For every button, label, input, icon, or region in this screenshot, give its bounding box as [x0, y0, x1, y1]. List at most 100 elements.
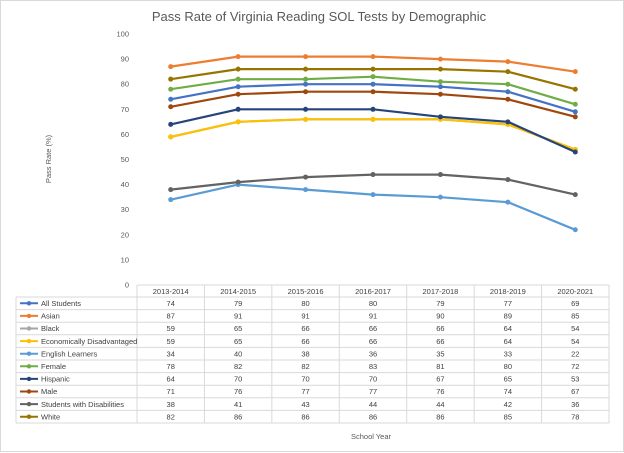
table-cell: 33 — [504, 349, 512, 358]
table-cell: 91 — [369, 312, 377, 321]
series-line-hispanic — [169, 108, 577, 154]
y-tick-label: 40 — [121, 180, 129, 189]
table-cell: 74 — [167, 299, 175, 308]
x-axis-title: School Year — [351, 432, 392, 441]
table-cell: 66 — [301, 324, 309, 333]
data-point-economically-disadvantaged — [303, 116, 309, 122]
x-tick-label: 2017-2018 — [422, 287, 458, 296]
table-cell: 70 — [301, 375, 309, 384]
x-tick-label: 2016-2017 — [355, 287, 391, 296]
data-point-english-learners — [572, 227, 578, 233]
table-cell: 78 — [167, 362, 175, 371]
legend-marker-female — [26, 364, 32, 369]
data-point-asian — [168, 64, 174, 70]
data-point-asian — [370, 54, 376, 60]
table-cell: 54 — [571, 337, 579, 346]
data-point-students-with-disabilities — [572, 192, 578, 198]
table-cell: 66 — [301, 337, 309, 346]
table-cell: 86 — [234, 412, 242, 421]
table-cell: 65 — [234, 324, 242, 333]
chart-title: Pass Rate of Virginia Reading SOL Tests … — [152, 9, 487, 24]
x-tick-label: 2020-2021 — [557, 287, 593, 296]
table-cell: 89 — [504, 312, 512, 321]
table-cell: 65 — [234, 337, 242, 346]
legend-marker-english-learners — [26, 351, 32, 356]
table-cell: 72 — [571, 362, 579, 371]
data-point-white — [437, 66, 443, 72]
table-cell: 66 — [436, 324, 444, 333]
data-point-hispanic — [168, 121, 174, 127]
data-point-hispanic — [505, 119, 511, 125]
table-cell: 43 — [301, 400, 309, 409]
legend-label-english-learners: English Learners — [41, 349, 98, 358]
x-tick-label: 2015-2016 — [288, 287, 324, 296]
series-line-male — [169, 90, 577, 118]
legend-marker-black — [26, 326, 32, 331]
data-point-asian — [235, 54, 241, 60]
table-cell: 70 — [234, 375, 242, 384]
data-point-white — [370, 66, 376, 72]
data-point-male — [437, 91, 443, 97]
table-cell: 74 — [504, 387, 512, 396]
data-point-male — [168, 104, 174, 110]
y-axis-title: Pass Rate (%) — [44, 134, 53, 183]
table-cell: 41 — [234, 400, 242, 409]
data-point-white — [572, 86, 578, 92]
data-point-female — [437, 79, 443, 85]
x-tick-label: 2013-2014 — [153, 287, 189, 296]
data-point-students-with-disabilities — [437, 172, 443, 178]
legend-label-hispanic: Hispanic — [41, 375, 70, 384]
data-point-female — [505, 81, 511, 87]
y-tick-label: 30 — [121, 205, 129, 214]
data-point-english-learners — [505, 199, 511, 205]
table-cell: 79 — [436, 299, 444, 308]
data-point-all-students — [168, 96, 174, 102]
table-cell: 42 — [504, 400, 512, 409]
data-point-students-with-disabilities — [303, 174, 309, 180]
legend-marker-economically-disadvantaged — [26, 338, 32, 344]
data-point-female — [168, 86, 174, 92]
data-point-asian — [572, 69, 578, 75]
legend-label-all-students: All Students — [41, 299, 81, 308]
data-point-economically-disadvantaged — [235, 119, 241, 125]
table-cell: 86 — [301, 412, 309, 421]
data-point-students-with-disabilities — [505, 177, 511, 183]
legend-marker-hispanic — [26, 376, 32, 382]
legend-label-asian: Asian — [41, 312, 60, 321]
table-cell: 82 — [301, 362, 309, 371]
data-point-all-students — [437, 84, 443, 90]
table-cell: 70 — [369, 375, 377, 384]
data-point-male — [505, 96, 511, 102]
table-cell: 77 — [504, 299, 512, 308]
table-cell: 91 — [301, 312, 309, 321]
data-point-male — [235, 91, 241, 97]
table-cell: 22 — [571, 349, 579, 358]
data-point-male — [572, 114, 578, 120]
table-cell: 86 — [369, 412, 377, 421]
y-tick-label: 20 — [121, 230, 129, 239]
data-point-white — [303, 66, 309, 72]
legend-label-white: White — [41, 412, 60, 421]
data-point-english-learners — [168, 197, 174, 203]
legend-marker-students-with-disabilities — [26, 401, 32, 407]
table-cell: 66 — [369, 337, 377, 346]
data-point-all-students — [572, 109, 578, 115]
data-point-asian — [505, 59, 511, 65]
data-point-asian — [303, 54, 309, 60]
table-cell: 82 — [234, 362, 242, 371]
data-point-hispanic — [572, 149, 578, 155]
table-cell: 34 — [167, 349, 175, 358]
y-tick-label: 80 — [121, 80, 129, 89]
data-point-white — [505, 69, 511, 75]
table-cell: 82 — [167, 412, 175, 421]
data-table: 2013-2014 2014-2015 2015-2016 2016-2017 2017… — [15, 284, 610, 424]
data-point-hispanic — [303, 106, 309, 112]
series-line-students-with-disabilities — [169, 173, 577, 196]
data-point-all-students — [303, 81, 309, 87]
data-point-english-learners — [303, 187, 309, 193]
table-cell: 67 — [436, 375, 444, 384]
table-cell: 87 — [167, 312, 175, 321]
data-point-hispanic — [370, 106, 376, 112]
table-cell: 44 — [436, 400, 444, 409]
legend-label-students-with-disabilities: Students with Disabilities — [41, 400, 124, 409]
